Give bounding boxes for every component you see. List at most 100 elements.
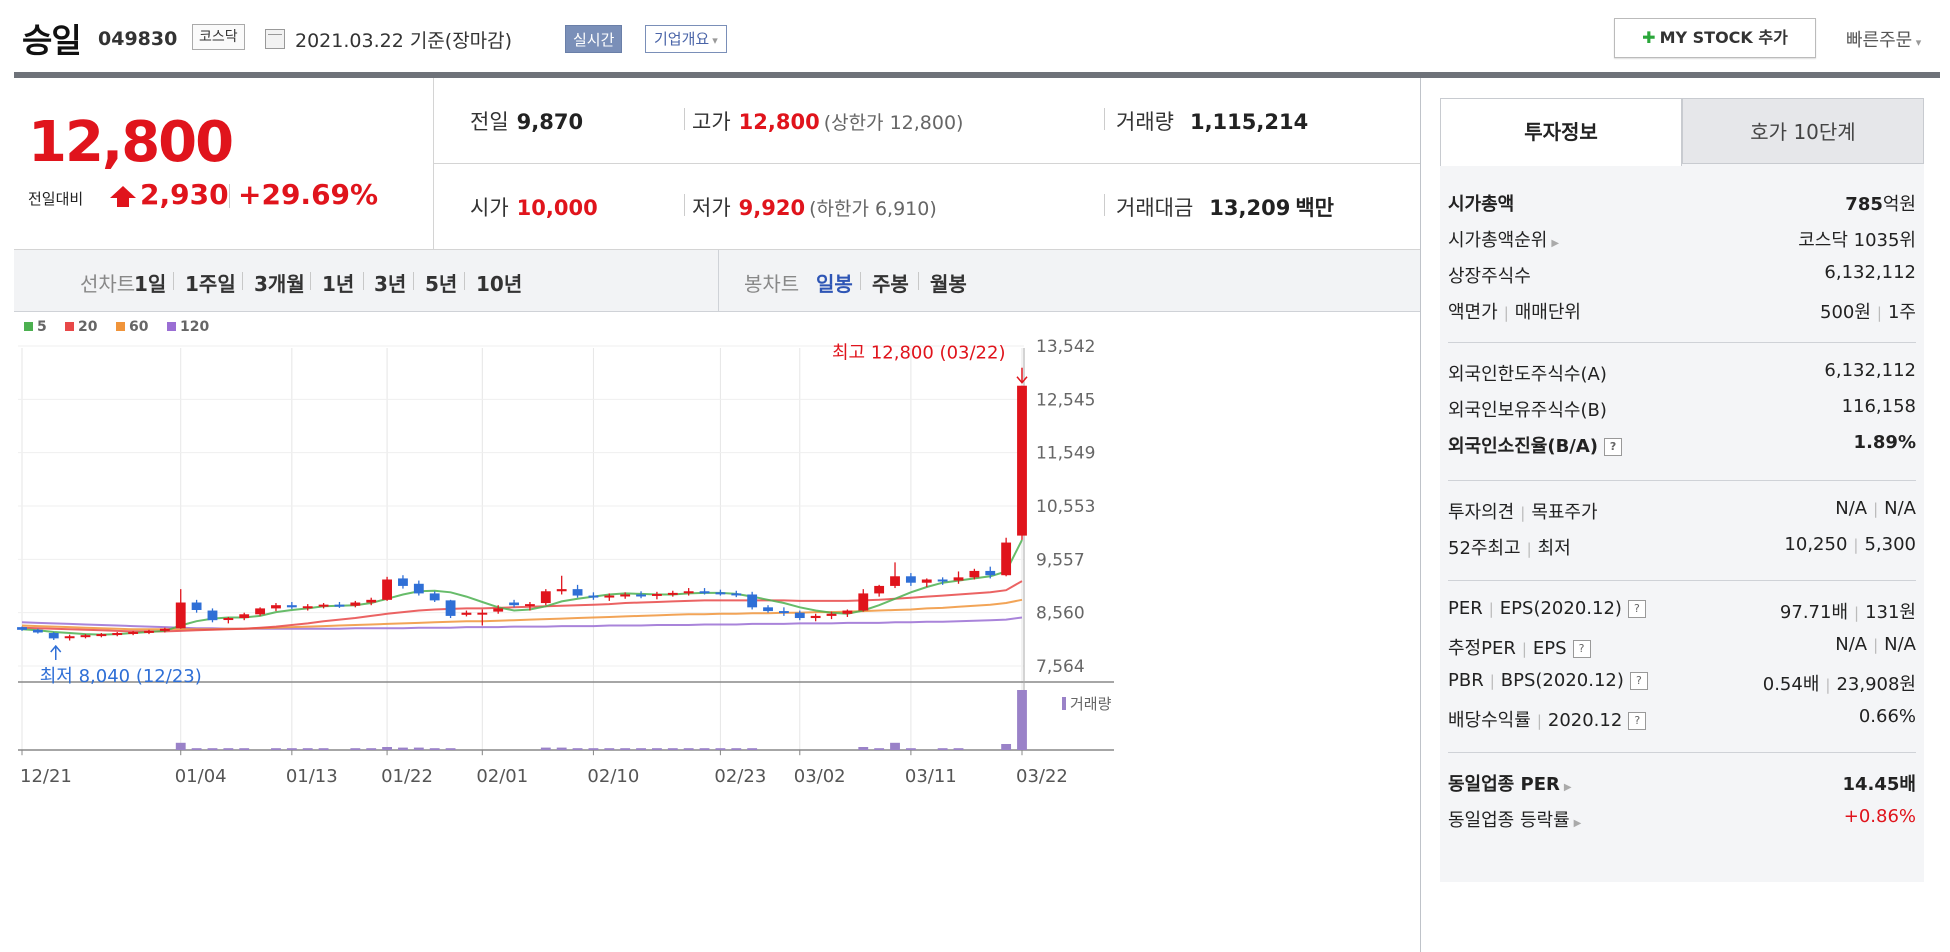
divider <box>173 272 174 290</box>
bps-value: 23,908원 <box>1836 674 1916 695</box>
company-overview-label: 기업개요 <box>654 30 710 48</box>
period-1w[interactable]: 1주일 <box>185 272 236 296</box>
volume-bar <box>318 748 329 750</box>
dividend-year: 2020.12 <box>1547 710 1623 731</box>
volume-bar <box>874 748 885 750</box>
volume-bar <box>350 748 361 750</box>
week52-values: 10,250 | 5,300 <box>1784 534 1916 555</box>
period-10y[interactable]: 10년 <box>476 272 523 296</box>
low-label: 저가 <box>692 196 731 220</box>
divider <box>718 250 719 312</box>
candle-body <box>302 606 313 609</box>
candle-body <box>144 630 154 633</box>
candle-body <box>413 583 424 594</box>
my-stock-add-button[interactable]: ✚ MY STOCK 추가 <box>1614 18 1816 58</box>
volume-bar <box>302 748 313 750</box>
dividend-value: 0.66% <box>1858 706 1916 727</box>
up-arrow-icon <box>110 186 136 207</box>
industry-change-link[interactable]: 동일업종 등락률 ▶ <box>1448 806 1581 832</box>
x-tick-label: 03/02 <box>794 766 846 787</box>
price-summary: 전일 9,870 고가 12,800 (상한가 12,800) 거래량 1,115,21… <box>434 78 1420 250</box>
pbr-values: 0.54배 | 23,908원 <box>1763 670 1916 696</box>
opinion-labels: 투자의견 | 목표주가 <box>1448 498 1598 524</box>
help-icon[interactable]: ? <box>1629 672 1648 690</box>
candle-body <box>969 570 980 578</box>
volume: 거래량 1,115,214 <box>1116 106 1308 136</box>
volume-bar <box>937 748 948 750</box>
par-value-labels: 액면가 | 매매단위 <box>1448 298 1581 324</box>
x-tick-label: 12/21 <box>20 766 72 787</box>
par-value-row: 액면가 | 매매단위 500원 | 1주 <box>1448 298 1916 334</box>
foreign-limit-label: 외국인한도주식수(A) <box>1448 364 1607 385</box>
period-1y[interactable]: 1년 <box>322 272 355 296</box>
help-icon[interactable]: ? <box>1604 438 1623 456</box>
volume-bar <box>905 748 916 750</box>
industry-per-link[interactable]: 동일업종 PER ▶ <box>1448 770 1572 796</box>
divider <box>310 272 311 290</box>
tab-order-book[interactable]: 호가 10단계 <box>1682 98 1924 164</box>
company-overview-dropdown[interactable]: 기업개요 ▾ <box>645 25 727 53</box>
est-per-labels: 추정PER | EPS? <box>1448 634 1591 660</box>
max-arrow-head <box>1016 376 1028 384</box>
trade-amount: 거래대금 13,209 백만 <box>1116 192 1334 222</box>
line-chart-label: 선차트 <box>80 272 136 296</box>
industry-change-row: 동일업종 등락률 ▶ +0.86% <box>1448 806 1916 842</box>
period-3m[interactable]: 3개월 <box>254 272 305 296</box>
candle-body <box>921 579 932 583</box>
max-price-annotation: 최고 12,800 (03/22) <box>832 343 1005 364</box>
high-label: 고가 <box>692 110 731 134</box>
candle-weekly[interactable]: 주봉 <box>872 272 909 296</box>
invest-info-panel: 투자정보 호가 10단계 시가총액 785억원 시가총액순위 ▶ 코스닥 1035… <box>1440 98 1924 882</box>
divider <box>363 272 364 290</box>
volume-bar <box>699 748 710 750</box>
y-tick-label: 10,553 <box>1036 497 1095 517</box>
volume-bar <box>175 742 186 750</box>
candle-body <box>763 607 773 612</box>
per-values: 97.71배 | 131원 <box>1780 598 1916 624</box>
help-icon[interactable]: ? <box>1628 712 1647 730</box>
price-chart: 13,542 12,545 11,549 10,553 9,557 8,560 7,564 5… <box>17 319 1114 787</box>
market-cap-rank-row: 시가총액순위 ▶ 코스닥 1035위 <box>1448 226 1916 262</box>
eps-label: EPS(2020.12) <box>1499 598 1622 619</box>
market-cap-rank-link[interactable]: 시가총액순위 ▶ <box>1448 226 1559 252</box>
quick-order-dropdown[interactable]: 빠른주문 ▾ <box>1846 26 1921 52</box>
week52-row: 52주최고 | 최저 10,250 | 5,300 <box>1448 534 1916 570</box>
high-price: 고가 12,800 (상한가 12,800) <box>692 106 963 136</box>
candle-body <box>159 628 170 631</box>
x-tick-label: 01/13 <box>286 766 338 787</box>
x-tick-label: 02/10 <box>587 766 639 787</box>
help-icon[interactable]: ? <box>1572 640 1591 658</box>
per-row: PER | EPS(2020.12)? 97.71배 | 131원 <box>1448 598 1916 634</box>
divider: | <box>1873 636 1879 654</box>
tab-invest-info[interactable]: 투자정보 <box>1440 98 1682 166</box>
dividend-labels: 배당수익률 | 2020.12? <box>1448 706 1647 732</box>
est-eps-value: N/A <box>1884 634 1916 655</box>
est-per-row: 추정PER | EPS? N/A | N/A <box>1448 634 1916 670</box>
per-labels: PER | EPS(2020.12)? <box>1448 598 1646 619</box>
industry-per-value: 14.45배 <box>1842 774 1917 795</box>
candle-daily[interactable]: 일봉 <box>816 272 853 296</box>
divider <box>860 272 861 290</box>
prev-close: 전일 9,870 <box>470 106 583 136</box>
candle-body <box>128 631 139 634</box>
period-1d[interactable]: 1일 <box>134 272 167 296</box>
divider <box>1104 194 1105 216</box>
candle-body <box>699 591 710 594</box>
current-price: 12,800 <box>28 110 234 175</box>
shares-label: 상장주식수 <box>1448 266 1531 287</box>
realtime-button[interactable]: 실시간 <box>565 25 623 53</box>
per-label: PER <box>1448 598 1483 619</box>
period-3y[interactable]: 3년 <box>374 272 407 296</box>
candle-body <box>239 614 250 619</box>
help-icon[interactable]: ? <box>1627 600 1646 618</box>
volume-bar <box>731 748 742 750</box>
volume-bar <box>604 748 615 750</box>
eps-value: 131원 <box>1865 602 1916 623</box>
low-value: 9,920 <box>738 196 806 220</box>
summary-row-1: 전일 9,870 고가 12,800 (상한가 12,800) 거래량 1,115,21… <box>434 78 1420 164</box>
y-tick-label: 12,545 <box>1036 390 1095 410</box>
candle-monthly[interactable]: 월봉 <box>930 272 967 296</box>
candle-body <box>80 635 91 638</box>
period-5y[interactable]: 5년 <box>425 272 458 296</box>
est-per-value: N/A <box>1835 634 1868 655</box>
